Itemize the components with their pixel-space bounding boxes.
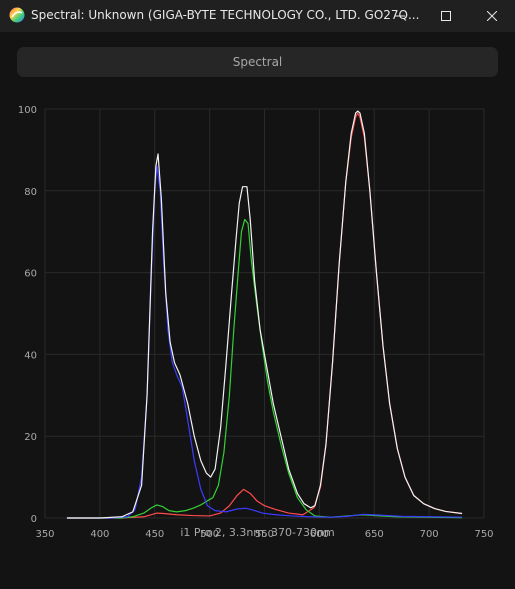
x-tick-label: 650 (365, 529, 384, 540)
maximize-button[interactable] (423, 0, 469, 32)
y-tick-label: 20 (24, 432, 37, 443)
app-logo-icon (9, 7, 25, 23)
y-axis-ticks: 0 20 40 60 80 100 (18, 105, 37, 525)
x-tick-label: 400 (90, 529, 109, 540)
window-title: Spectral: Unknown (GIGA-BYTE TECHNOLOGY … (31, 8, 420, 22)
green-spectrum-line (66, 218, 463, 519)
minimize-button[interactable] (377, 0, 423, 32)
y-tick-label: 0 (31, 514, 37, 525)
x-tick-label: 450 (145, 529, 164, 540)
minimize-icon (395, 15, 405, 17)
title-bar[interactable]: Spectral: Unknown (GIGA-BYTE TECHNOLOGY … (0, 0, 515, 32)
x-tick-label: 550 (255, 529, 274, 540)
y-tick-label: 60 (24, 269, 37, 280)
x-tick-label: 600 (310, 529, 329, 540)
tab-spectral[interactable]: Spectral (17, 47, 498, 77)
close-button[interactable] (469, 0, 515, 32)
maximize-icon (441, 11, 451, 21)
x-tick-label: 700 (420, 529, 439, 540)
white-spectrum-line (66, 110, 463, 519)
x-axis-ticks: 350 400 450 500 550 600 650 700 750 (35, 529, 493, 540)
chart-grid (44, 108, 485, 519)
y-tick-label: 80 (24, 187, 37, 198)
instrument-caption: i1 Pro 2, 3.3nm, 370-730nm (180, 526, 335, 539)
y-tick-label: 100 (18, 105, 37, 116)
x-tick-label: 350 (35, 529, 54, 540)
y-tick-label: 40 (24, 350, 37, 361)
x-tick-label: 750 (474, 529, 493, 540)
chart-series (66, 110, 463, 519)
tab-spectral-label: Spectral (232, 55, 283, 69)
x-tick-label: 500 (200, 529, 219, 540)
close-icon (487, 11, 497, 21)
